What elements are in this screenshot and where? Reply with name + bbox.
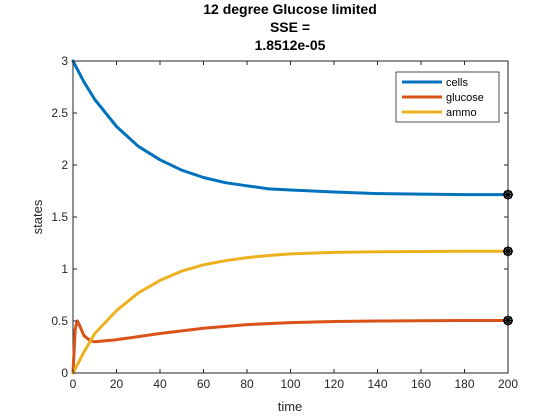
legend-label-ammo: ammo [446, 107, 477, 119]
x-tick-label: 60 [197, 377, 211, 391]
y-tick-label: 3 [61, 54, 68, 68]
x-tick-label: 180 [454, 377, 474, 391]
y-axis-ticks: 0 0.5 1 1.5 2 2.5 3 [51, 54, 508, 380]
x-tick-label: 140 [367, 377, 387, 391]
x-tick-label: 100 [280, 377, 300, 391]
y-tick-label: 0.5 [51, 314, 68, 328]
y-tick-label: 2 [61, 158, 68, 172]
legend-label-cells: cells [446, 77, 469, 89]
x-tick-label: 40 [153, 377, 167, 391]
x-axis-label: time [278, 399, 303, 414]
y-tick-label: 2.5 [51, 106, 68, 120]
x-tick-label: 20 [110, 377, 124, 391]
series-line-ammo [71, 249, 510, 375]
y-tick-label: 1 [61, 262, 68, 276]
x-tick-label: 160 [411, 377, 431, 391]
title-line-3: 1.8512e-05 [255, 37, 326, 53]
x-axis-ticks: 0 20 40 60 80 100 120 140 160 180 200 [70, 61, 518, 391]
endpoint-marker-cells [503, 189, 513, 200]
legend-label-glucose: glucose [446, 92, 484, 104]
legend: cells glucose ammo [395, 71, 500, 123]
x-tick-label: 120 [324, 377, 344, 391]
x-tick-label: 200 [498, 377, 518, 391]
endpoint-marker-glucose [503, 315, 513, 326]
title-line-1: 12 degree Glucose limited [203, 1, 377, 17]
y-axis-label: states [30, 199, 45, 234]
x-tick-label: 80 [240, 377, 254, 391]
title-line-2: SSE = [270, 19, 310, 35]
endpoint-marker-ammo [503, 246, 513, 257]
endpoint-markers [503, 189, 513, 326]
y-tick-label: 1.5 [51, 210, 68, 224]
x-tick-label: 0 [70, 377, 77, 391]
series-line-cells [71, 59, 510, 197]
series-layer [71, 59, 510, 375]
series-line-glucose [71, 319, 510, 375]
chart-title: 12 degree Glucose limited SSE = 1.8512e-… [203, 1, 377, 53]
y-tick-label: 0 [61, 366, 68, 380]
